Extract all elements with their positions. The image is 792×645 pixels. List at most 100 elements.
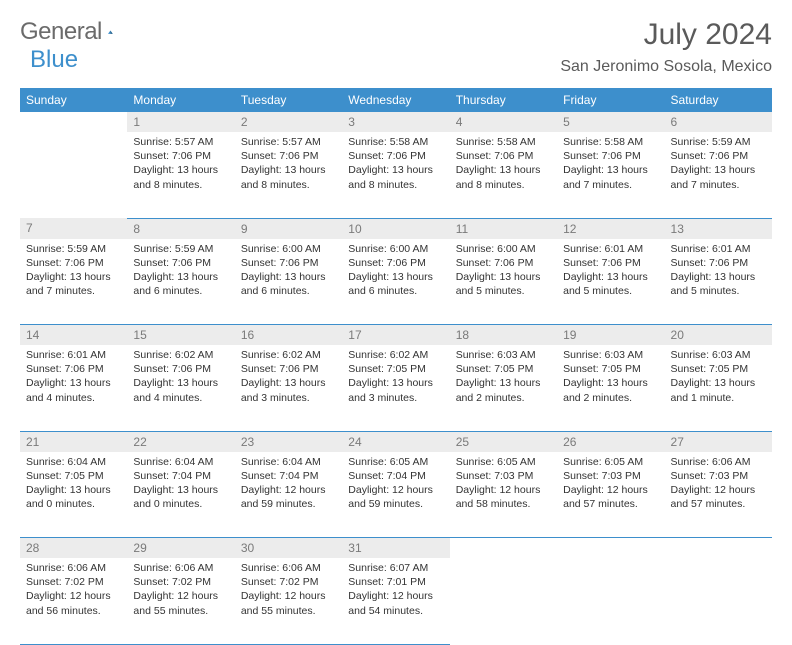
day-cell-body: Sunrise: 5:58 AMSunset: 7:06 PMDaylight:…	[342, 132, 449, 198]
day-number: 25	[450, 431, 557, 452]
day-cell-body: Sunrise: 6:00 AMSunset: 7:06 PMDaylight:…	[450, 239, 557, 305]
day-cell-body: Sunrise: 5:57 AMSunset: 7:06 PMDaylight:…	[235, 132, 342, 198]
day-number: 19	[557, 325, 664, 346]
day-number: 1	[127, 112, 234, 132]
day-cell-body: Sunrise: 6:04 AMSunset: 7:04 PMDaylight:…	[235, 452, 342, 518]
day-cell: Sunrise: 6:06 AMSunset: 7:03 PMDaylight:…	[665, 452, 772, 538]
day-number: 10	[342, 218, 449, 239]
day-number: 15	[127, 325, 234, 346]
day-cell: Sunrise: 5:58 AMSunset: 7:06 PMDaylight:…	[450, 132, 557, 218]
day-cell: Sunrise: 6:00 AMSunset: 7:06 PMDaylight:…	[342, 239, 449, 325]
day-number: 31	[342, 538, 449, 559]
day-cell: Sunrise: 5:57 AMSunset: 7:06 PMDaylight:…	[235, 132, 342, 218]
day-number: 6	[665, 112, 772, 132]
day-number	[450, 538, 557, 559]
day-cell: Sunrise: 6:02 AMSunset: 7:06 PMDaylight:…	[235, 345, 342, 431]
day-cell-body: Sunrise: 5:58 AMSunset: 7:06 PMDaylight:…	[557, 132, 664, 198]
logo-triangle-icon	[108, 22, 113, 42]
week-content-row: Sunrise: 5:59 AMSunset: 7:06 PMDaylight:…	[20, 239, 772, 325]
day-number: 13	[665, 218, 772, 239]
day-cell: Sunrise: 6:05 AMSunset: 7:03 PMDaylight:…	[450, 452, 557, 538]
day-header: Saturday	[665, 88, 772, 112]
day-cell: Sunrise: 6:06 AMSunset: 7:02 PMDaylight:…	[127, 558, 234, 644]
day-number: 21	[20, 431, 127, 452]
day-cell-body: Sunrise: 6:00 AMSunset: 7:06 PMDaylight:…	[235, 239, 342, 305]
day-number: 3	[342, 112, 449, 132]
week-content-row: Sunrise: 5:57 AMSunset: 7:06 PMDaylight:…	[20, 132, 772, 218]
day-number: 23	[235, 431, 342, 452]
day-number-row: 123456	[20, 112, 772, 132]
day-number: 20	[665, 325, 772, 346]
day-cell-body: Sunrise: 6:06 AMSunset: 7:02 PMDaylight:…	[235, 558, 342, 624]
day-cell-body: Sunrise: 6:02 AMSunset: 7:05 PMDaylight:…	[342, 345, 449, 411]
day-cell-body: Sunrise: 6:05 AMSunset: 7:03 PMDaylight:…	[450, 452, 557, 518]
day-cell: Sunrise: 6:05 AMSunset: 7:04 PMDaylight:…	[342, 452, 449, 538]
day-cell-body: Sunrise: 6:06 AMSunset: 7:02 PMDaylight:…	[127, 558, 234, 624]
week-content-row: Sunrise: 6:01 AMSunset: 7:06 PMDaylight:…	[20, 345, 772, 431]
day-cell: Sunrise: 6:03 AMSunset: 7:05 PMDaylight:…	[450, 345, 557, 431]
month-year-title: July 2024	[560, 18, 772, 52]
day-number: 4	[450, 112, 557, 132]
day-cell-body: Sunrise: 6:04 AMSunset: 7:04 PMDaylight:…	[127, 452, 234, 518]
day-cell: Sunrise: 6:00 AMSunset: 7:06 PMDaylight:…	[450, 239, 557, 325]
day-number: 16	[235, 325, 342, 346]
day-number: 29	[127, 538, 234, 559]
day-cell: Sunrise: 6:01 AMSunset: 7:06 PMDaylight:…	[557, 239, 664, 325]
day-cell: Sunrise: 5:58 AMSunset: 7:06 PMDaylight:…	[342, 132, 449, 218]
day-number-row: 28293031	[20, 538, 772, 559]
location-subtitle: San Jeronimo Sosola, Mexico	[560, 58, 772, 76]
day-cell-body: Sunrise: 5:59 AMSunset: 7:06 PMDaylight:…	[20, 239, 127, 305]
day-cell: Sunrise: 5:59 AMSunset: 7:06 PMDaylight:…	[20, 239, 127, 325]
day-number: 22	[127, 431, 234, 452]
day-cell: Sunrise: 6:03 AMSunset: 7:05 PMDaylight:…	[665, 345, 772, 431]
day-cell-body: Sunrise: 5:57 AMSunset: 7:06 PMDaylight:…	[127, 132, 234, 198]
day-cell-body: Sunrise: 6:03 AMSunset: 7:05 PMDaylight:…	[450, 345, 557, 411]
day-cell-body: Sunrise: 5:58 AMSunset: 7:06 PMDaylight:…	[450, 132, 557, 198]
day-number: 12	[557, 218, 664, 239]
day-cell: Sunrise: 5:58 AMSunset: 7:06 PMDaylight:…	[557, 132, 664, 218]
brand-part2-wrap: Blue	[30, 46, 78, 74]
day-cell: Sunrise: 5:59 AMSunset: 7:06 PMDaylight:…	[127, 239, 234, 325]
day-number: 24	[342, 431, 449, 452]
day-cell: Sunrise: 5:59 AMSunset: 7:06 PMDaylight:…	[665, 132, 772, 218]
day-cell-body: Sunrise: 6:07 AMSunset: 7:01 PMDaylight:…	[342, 558, 449, 624]
day-cell	[557, 558, 664, 644]
day-cell-body: Sunrise: 6:03 AMSunset: 7:05 PMDaylight:…	[557, 345, 664, 411]
day-cell: Sunrise: 6:01 AMSunset: 7:06 PMDaylight:…	[665, 239, 772, 325]
day-cell: Sunrise: 6:06 AMSunset: 7:02 PMDaylight:…	[20, 558, 127, 644]
day-cell-body: Sunrise: 6:03 AMSunset: 7:05 PMDaylight:…	[665, 345, 772, 411]
day-cell: Sunrise: 6:01 AMSunset: 7:06 PMDaylight:…	[20, 345, 127, 431]
day-cell-body: Sunrise: 6:00 AMSunset: 7:06 PMDaylight:…	[342, 239, 449, 305]
day-number: 17	[342, 325, 449, 346]
day-cell: Sunrise: 6:00 AMSunset: 7:06 PMDaylight:…	[235, 239, 342, 325]
brand-part1: General	[20, 18, 102, 46]
calendar-header: SundayMondayTuesdayWednesdayThursdayFrid…	[20, 88, 772, 112]
header-row: General July 2024 San Jeronimo Sosola, M…	[20, 18, 772, 86]
day-cell: Sunrise: 6:03 AMSunset: 7:05 PMDaylight:…	[557, 345, 664, 431]
day-cell: Sunrise: 6:02 AMSunset: 7:06 PMDaylight:…	[127, 345, 234, 431]
day-cell-body: Sunrise: 6:05 AMSunset: 7:03 PMDaylight:…	[557, 452, 664, 518]
day-number: 7	[20, 218, 127, 239]
day-cell	[20, 132, 127, 218]
day-number-row: 14151617181920	[20, 325, 772, 346]
day-number: 18	[450, 325, 557, 346]
day-header: Thursday	[450, 88, 557, 112]
day-header: Tuesday	[235, 88, 342, 112]
day-number: 5	[557, 112, 664, 132]
day-cell-body: Sunrise: 6:02 AMSunset: 7:06 PMDaylight:…	[235, 345, 342, 411]
day-cell	[665, 558, 772, 644]
day-cell	[450, 558, 557, 644]
week-content-row: Sunrise: 6:06 AMSunset: 7:02 PMDaylight:…	[20, 558, 772, 644]
brand-part2: Blue	[30, 46, 78, 73]
day-number: 8	[127, 218, 234, 239]
day-cell: Sunrise: 6:04 AMSunset: 7:04 PMDaylight:…	[235, 452, 342, 538]
week-content-row: Sunrise: 6:04 AMSunset: 7:05 PMDaylight:…	[20, 452, 772, 538]
calendar-body: 123456Sunrise: 5:57 AMSunset: 7:06 PMDay…	[20, 112, 772, 644]
day-cell-body: Sunrise: 6:01 AMSunset: 7:06 PMDaylight:…	[557, 239, 664, 305]
day-cell-body: Sunrise: 6:02 AMSunset: 7:06 PMDaylight:…	[127, 345, 234, 411]
day-cell: Sunrise: 6:05 AMSunset: 7:03 PMDaylight:…	[557, 452, 664, 538]
day-number-row: 21222324252627	[20, 431, 772, 452]
day-number: 27	[665, 431, 772, 452]
calendar-table: SundayMondayTuesdayWednesdayThursdayFrid…	[20, 88, 772, 645]
day-cell: Sunrise: 6:04 AMSunset: 7:04 PMDaylight:…	[127, 452, 234, 538]
